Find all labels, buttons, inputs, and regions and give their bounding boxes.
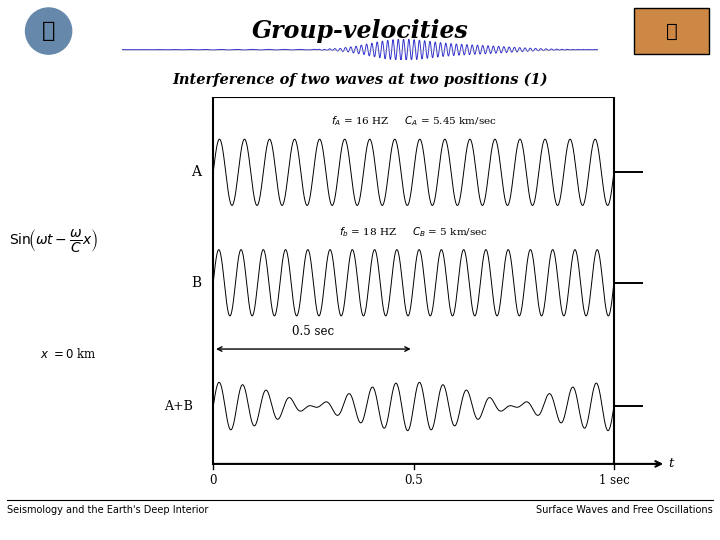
Text: Seismology and the Earth's Deep Interior: Seismology and the Earth's Deep Interior (7, 505, 209, 515)
Text: $f_b$ = 18 HZ     $C_B$ = 5 km/sec: $f_b$ = 18 HZ $C_B$ = 5 km/sec (339, 225, 488, 239)
Text: t: t (668, 457, 673, 470)
Text: 0: 0 (210, 474, 217, 487)
Text: Surface Waves and Free Oscillations: Surface Waves and Free Oscillations (536, 505, 713, 515)
Text: 0.5: 0.5 (404, 474, 423, 487)
Text: 🌍: 🌍 (42, 21, 55, 41)
Text: B: B (191, 276, 201, 290)
Text: A+B: A+B (164, 400, 193, 413)
Text: A: A (192, 165, 201, 179)
Circle shape (25, 8, 72, 54)
Text: Group-velocities: Group-velocities (251, 19, 469, 43)
Text: 🗺: 🗺 (665, 22, 678, 40)
Text: $\mathrm{Sin}\!\left(\omega t-\dfrac{\omega}{C}x\right)$: $\mathrm{Sin}\!\left(\omega t-\dfrac{\om… (9, 227, 99, 254)
Text: $x\ {=}0$ km: $x\ {=}0$ km (40, 347, 96, 361)
Text: Interference of two waves at two positions (1): Interference of two waves at two positio… (172, 73, 548, 87)
Text: 0.5 sec: 0.5 sec (292, 325, 335, 338)
Text: $f_A$ = 16 HZ     $C_A$ = 5.45 km/sec: $f_A$ = 16 HZ $C_A$ = 5.45 km/sec (330, 114, 497, 128)
Text: 1 sec: 1 sec (598, 474, 629, 487)
